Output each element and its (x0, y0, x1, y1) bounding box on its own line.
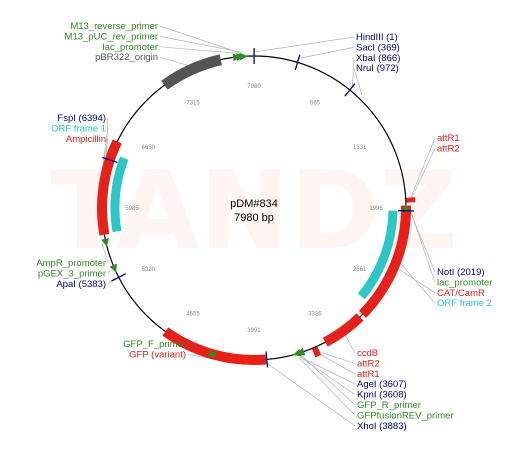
label-leader-line (159, 36, 243, 53)
primer-arrow-m13-puc-rev-primer (239, 52, 248, 61)
label-leader-line (298, 357, 356, 416)
label-leader-line (105, 117, 109, 159)
primer-arrow-pgex-3-primer (109, 263, 117, 273)
map-label-m13-puc-rev-primer: M13_pUC_rev_primer (65, 31, 158, 42)
ruler-tick-label: 7315 (186, 100, 200, 106)
ruler-tick-label: 665 (310, 100, 321, 106)
ruler-tick-label: 1996 (369, 206, 383, 212)
map-label-nrui-972: NruI (972) (356, 63, 399, 74)
label-leader-line (397, 268, 436, 294)
ruler-tick-label: 7980 (247, 84, 261, 90)
label-leader-line (399, 262, 436, 304)
label-leader-line (101, 242, 109, 264)
map-label-apai-5383: ApaI (5383) (56, 279, 106, 290)
ruler-tick-label: 3991 (247, 328, 261, 334)
ruler-tick-label: 1331 (353, 145, 367, 151)
map-label-xbai-866: XbaI (866) (356, 53, 400, 64)
enzyme-site-xbai-866 (344, 83, 356, 97)
map-label-noti-2019: NotI (2019) (437, 267, 485, 278)
map-label-gfp-variant: GFP (variant) (129, 349, 186, 360)
map-label-hindiii-1: HindIII (1) (356, 32, 398, 43)
feature-arc-cat-camr (358, 205, 412, 318)
ruler-tick-label: 4655 (186, 312, 200, 318)
label-leader-line (409, 209, 436, 283)
map-label-gfp-r-primer: GFP_R_primer (357, 400, 421, 411)
feature-arc-orf-frame-2 (357, 210, 398, 300)
ruler-tick-label: 5320 (142, 267, 156, 273)
label-leader-line (159, 46, 236, 54)
map-label-attr1: attR1 (357, 369, 380, 380)
enzyme-site-fspi-6394 (101, 156, 118, 164)
map-label-lac-promoter: lac_promoter (103, 42, 158, 53)
map-label-pgex-3-primer: pGEX_3_primer (38, 268, 106, 279)
primer-arrow-gfp-f-primer (208, 349, 218, 358)
label-leader-line (266, 363, 356, 427)
primer-arrows (101, 52, 410, 358)
label-leader-line (300, 356, 356, 395)
map-label-ampr-promoter: AmpR_promoter (36, 258, 106, 269)
map-label-ampicillin: Ampicillin (66, 134, 106, 145)
label-leader-line (254, 36, 355, 53)
map-label-agei-3607: AgeI (3607) (357, 379, 407, 390)
label-leader-line (159, 56, 190, 67)
enzyme-site-apai-5383 (111, 273, 127, 282)
map-label-gfpfusionrev-primer: GFPfusionREV_primer (357, 410, 454, 421)
ruler-tick-label: 6650 (142, 145, 156, 151)
label-leader-line (159, 25, 240, 54)
label-leader-line (315, 350, 356, 364)
feature-arc-ampicillin (97, 139, 122, 236)
map-label-attr2: attR2 (437, 143, 460, 154)
feature-arc-orf-frame-1 (110, 156, 129, 233)
ruler-tick-label: 3326 (308, 312, 322, 318)
primer-arrow-gfpfusionrev-primer (292, 348, 302, 357)
map-label-orf-frame-1: ORF frame 1 (51, 123, 106, 134)
label-leader-line (353, 68, 363, 96)
map-label-m13-reverse-primer: M13_reverse_primer (70, 21, 158, 32)
map-label-cat-camr: CAT/CamR (437, 288, 485, 299)
label-leader-line (314, 351, 356, 375)
enzyme-site-saci-369 (294, 54, 301, 71)
feature-arc-pbr322-origin (161, 54, 223, 90)
ruler-tick-label: 5985 (125, 206, 139, 212)
ruler-ticks: 7980 665 1331 1996 2661 3326 3991 4655 5320 5985 6… (125, 84, 383, 334)
map-label-orf-frame-2: ORF frame 2 (437, 298, 492, 309)
label-leader-line (298, 47, 355, 59)
map-label-kpni-3608: KpnI (3608) (357, 390, 407, 401)
map-label-saci-369: SacI (369) (356, 42, 400, 53)
map-label-xhoi-3883: XhoI (3883) (357, 421, 407, 432)
label-leader-line (302, 356, 356, 406)
plasmid-size: 7980 bp (234, 212, 274, 224)
feature-labels: M13_reverse_primerM13_pUC_rev_primerlac_… (36, 21, 492, 432)
ruler-tick-label: 2661 (353, 267, 367, 273)
enzyme-sites (101, 48, 415, 368)
label-leader-line (409, 148, 436, 203)
map-label-lac-promoter: lac_promoter (437, 277, 492, 288)
label-leader-line (300, 356, 356, 385)
label-leader-line (107, 269, 111, 274)
map-label-ccdb: ccdB (357, 348, 378, 359)
primer-arrow-ampr-promoter (101, 238, 109, 247)
map-label-pbr322-origin: pBR322_origin (95, 52, 158, 63)
feature-arc-ccdb (322, 313, 364, 347)
map-label-fspi-6394: FspI (6394) (57, 113, 106, 124)
enzyme-site-xhoi-3883 (265, 351, 269, 368)
plasmid-name: pDM#834 (230, 198, 278, 210)
feature-arc-attr2 (311, 346, 322, 358)
primer-arrow-lac-promoter (232, 53, 242, 62)
label-leader-line (409, 137, 436, 201)
map-label-attr1: attR1 (437, 133, 460, 144)
label-leader-line (344, 334, 356, 354)
label-leader-line (351, 57, 355, 87)
map-label-attr2: attR2 (357, 358, 380, 369)
map-label-gfp-f-primer: GFP_F_primer (123, 339, 186, 350)
